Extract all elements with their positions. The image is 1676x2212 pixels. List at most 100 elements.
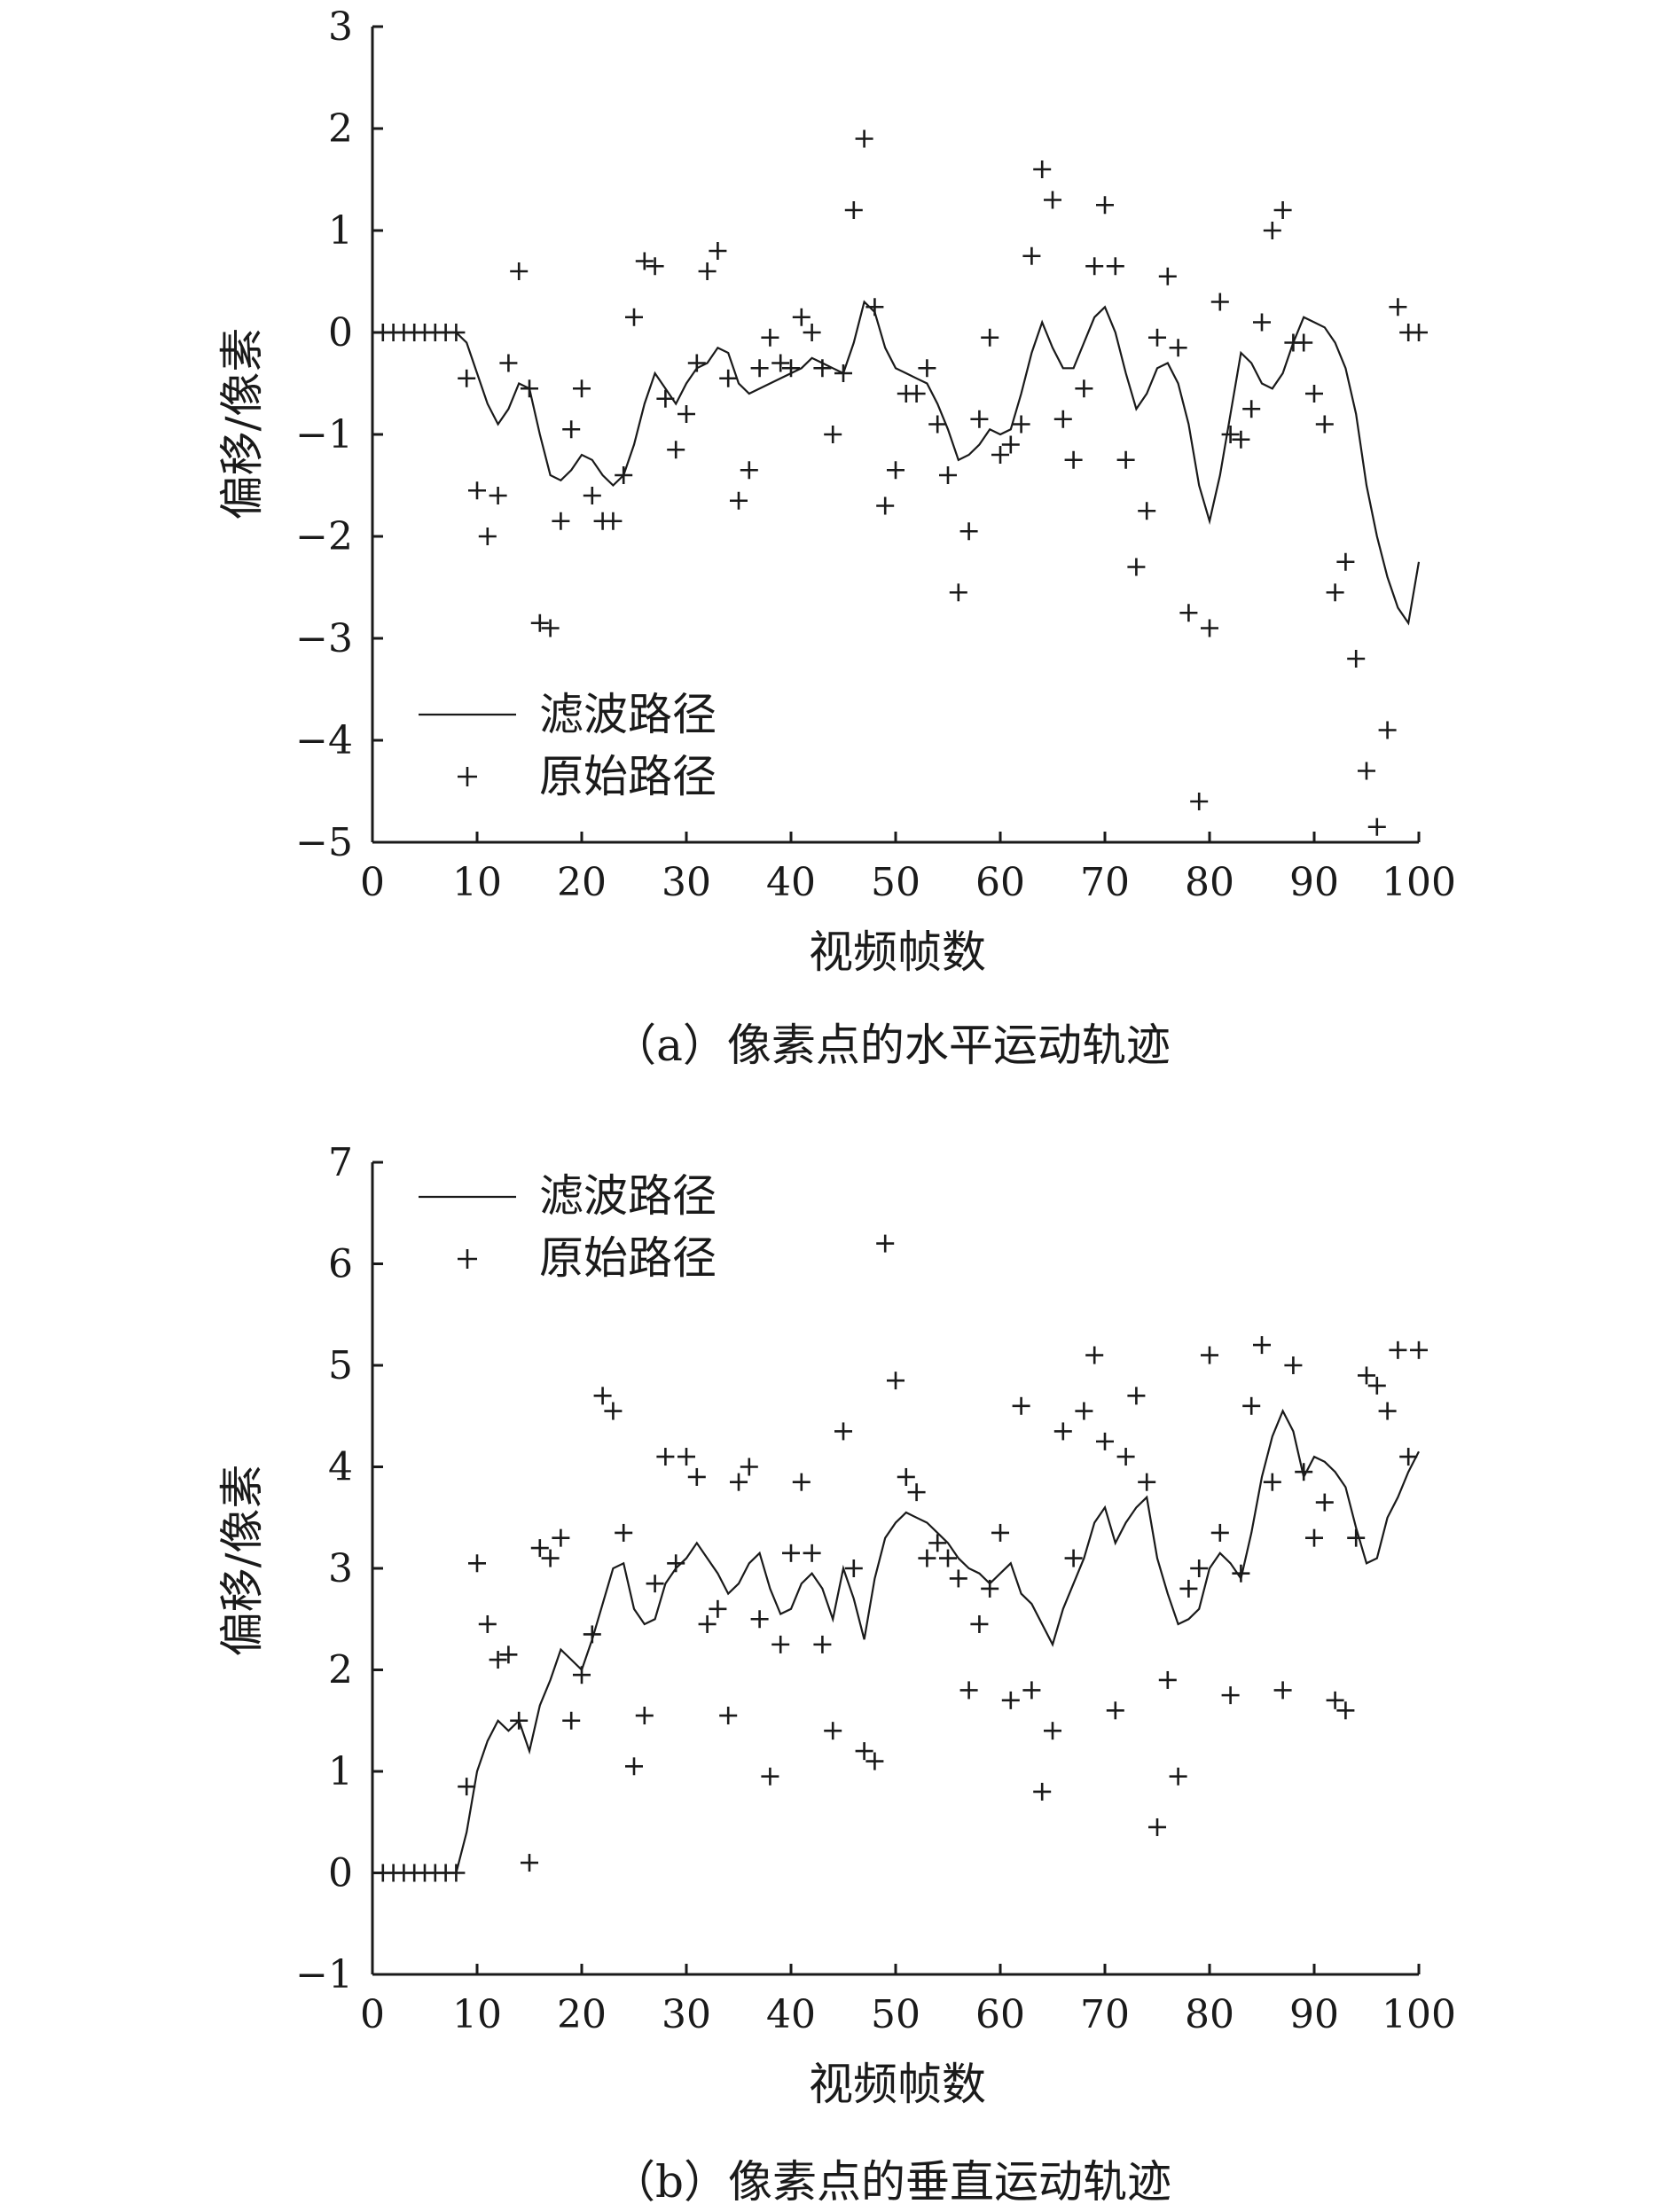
chart-a-raw-path-point xyxy=(928,415,947,434)
chart-a-raw-path-point xyxy=(478,528,497,545)
chart-b-raw-path-point xyxy=(959,1681,978,1700)
chart-a-ylabel: 偏移/像素 xyxy=(216,328,268,520)
chart-a-raw-path-point xyxy=(1001,435,1020,454)
chart-b-raw-path-point xyxy=(876,1234,895,1253)
chart-b-y-tick-label: 2 xyxy=(328,1648,353,1693)
chart-b-y-tick-label: 5 xyxy=(328,1343,353,1388)
chart-b-raw-path-point xyxy=(1347,1528,1366,1547)
chart-a-raw-path-point xyxy=(844,201,863,219)
chart-a-caption: （a）像素点的水平运动轨迹 xyxy=(612,1020,1171,1071)
chart-a-raw-path-point xyxy=(803,324,821,341)
chart-b-raw-path-point xyxy=(1367,1376,1386,1395)
chart-a-raw-path-point xyxy=(698,262,717,280)
chart-a-raw-path-point xyxy=(1378,721,1397,739)
chart-a-raw-path-point xyxy=(813,359,832,378)
chart-a-raw-path-point xyxy=(552,512,570,530)
chart-a-raw-path-point xyxy=(1358,762,1375,780)
chart-a-raw-path-point xyxy=(1336,552,1355,571)
chart-b-x-tick-label: 0 xyxy=(360,1992,385,2037)
chart-a-raw-path-point xyxy=(510,262,529,280)
chart-b-raw-path-point xyxy=(1138,1473,1156,1491)
chart-b-raw-path-point xyxy=(981,1579,999,1598)
chart-b-y-tick-label: 6 xyxy=(328,1242,353,1287)
chart-a-raw-path-point xyxy=(458,369,476,387)
chart-a-raw-path-point xyxy=(530,614,549,632)
chart-a-raw-path-point xyxy=(541,619,560,637)
chart-b-x-tick-label: 40 xyxy=(766,1992,816,2037)
chart-a-xlabel: 视频帧数 xyxy=(809,926,986,978)
chart-b-raw-path-point xyxy=(583,1625,601,1644)
chart-a-raw-path-point xyxy=(970,410,989,428)
chart-a-y-tick-label: −1 xyxy=(295,412,353,457)
chart-a-raw-path-point xyxy=(782,359,800,378)
chart-a-raw-path-point xyxy=(1106,257,1124,276)
chart-b-x-tick-label: 10 xyxy=(452,1992,502,2037)
chart-b-y-tick-label: 1 xyxy=(328,1749,353,1794)
chart-a-raw-path-point xyxy=(1148,328,1166,347)
chart-a: 偏移/像素 视频帧数 （a）像素点的水平运动轨迹 滤波路径 原始路径 3210−… xyxy=(216,4,1456,1071)
chart-b-raw-path-point xyxy=(593,1387,612,1405)
chart-b-raw-path-point xyxy=(1012,1396,1030,1415)
chart-a-raw-path-point xyxy=(740,461,758,480)
chart-b-raw-path-point xyxy=(782,1544,800,1562)
chart-a-raw-path-point xyxy=(949,583,967,602)
chart-b-raw-path-point xyxy=(771,1635,790,1653)
chart-b-raw-path-point xyxy=(635,1707,654,1725)
chart-a-raw-path-point xyxy=(499,354,518,372)
chart-b-raw-path-point xyxy=(1158,1670,1177,1689)
chart-b-x-tick-label: 70 xyxy=(1080,1992,1130,2037)
chart-b-raw-path-point xyxy=(1190,1559,1209,1577)
chart-a-raw-path-point xyxy=(677,405,695,423)
chart-a-y-tick-label: 2 xyxy=(328,106,353,152)
chart-b-raw-path-point xyxy=(1053,1422,1072,1441)
chart-a-x-tick-label: 40 xyxy=(766,860,816,905)
chart-a-raw-path-point xyxy=(1064,450,1083,469)
chart-b-raw-path-point xyxy=(1033,1782,1052,1801)
chart-a-raw-path-point xyxy=(907,385,926,403)
chart-b-raw-path-point xyxy=(521,1854,538,1872)
chart-b-raw-path-point xyxy=(698,1614,717,1633)
chart-b-raw-path-point xyxy=(1410,1340,1428,1359)
chart-b-raw-path-point xyxy=(1022,1681,1041,1700)
chart-a-raw-path-point xyxy=(1158,267,1177,285)
chart-a-raw-path-point xyxy=(1179,604,1198,622)
chart-a-raw-path-point xyxy=(1022,246,1041,265)
chart-a-raw-path-point xyxy=(1367,817,1386,836)
chart-a-raw-path-point xyxy=(1201,619,1218,637)
chart-a-raw-path-point xyxy=(834,364,852,382)
chart-a-raw-path-point xyxy=(1075,379,1093,398)
chart-a-x-tick-label: 100 xyxy=(1382,860,1456,905)
chart-b-y-tick-label: −1 xyxy=(295,1952,353,1997)
chart-b-raw-path-point xyxy=(1085,1346,1104,1364)
chart-b-raw-path-point xyxy=(1221,1686,1240,1705)
chart-b-raw-path-point xyxy=(1179,1579,1198,1598)
chart-b-raw-path-point xyxy=(897,1467,915,1486)
chart-b-raw-path-point xyxy=(1201,1346,1218,1364)
chart-b-raw-path-point xyxy=(949,1569,967,1588)
chart-b-raw-path-point xyxy=(1106,1701,1124,1720)
chart-a-y-tick-label: 3 xyxy=(328,4,353,50)
chart-b-x-tick-label: 50 xyxy=(871,1992,920,2037)
chart-b-raw-path-point xyxy=(1295,1463,1313,1481)
chart-a-x-tick-label: 0 xyxy=(360,860,385,905)
chart-b-xlabel: 视频帧数 xyxy=(809,2059,986,2110)
chart-a-raw-path-point xyxy=(1295,333,1313,352)
chart-b-raw-path-point xyxy=(970,1614,989,1633)
chart-b-raw-path-point xyxy=(887,1372,905,1390)
chart-a-raw-path-point xyxy=(824,426,842,443)
chart-b-raw-path-point xyxy=(865,1752,884,1770)
chart-b-raw-path-point xyxy=(1399,1448,1418,1466)
chart-b-raw-path-point xyxy=(510,1711,529,1730)
chart-a-raw-path-point xyxy=(1116,450,1135,469)
chart-b-raw-path-point xyxy=(468,1554,486,1573)
chart-b-x-tick-label: 80 xyxy=(1185,1992,1234,2037)
chart-b-raw-path-point xyxy=(1169,1767,1187,1786)
chart-b-raw-path-point xyxy=(1284,1356,1303,1374)
chart-b-raw-path-point xyxy=(709,1599,727,1618)
chart-b-y-tick-label: 3 xyxy=(328,1546,353,1591)
chart-a-raw-path-point xyxy=(1096,196,1114,215)
chart-b-raw-path-point xyxy=(730,1473,748,1491)
chart-b-raw-path-point xyxy=(1263,1473,1281,1491)
chart-a-raw-path-point xyxy=(761,328,779,347)
